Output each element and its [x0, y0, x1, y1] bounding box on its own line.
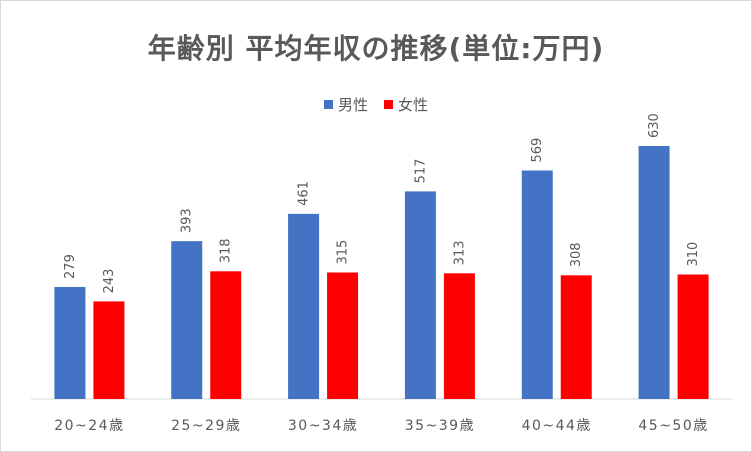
data-label-female-4: 308: [569, 242, 584, 267]
x-tick-label-4: 40~44歳: [522, 418, 592, 434]
legend-item-male: 男性: [323, 94, 368, 115]
bar-male-5: [638, 146, 670, 399]
legend-label-female: 女性: [398, 96, 429, 114]
legend-swatch-male: [323, 100, 333, 109]
x-tick-label-3: 35~39歳: [405, 418, 475, 434]
bar-male-2: [288, 213, 320, 399]
chart-title: 年齢別 平均年収の推移(単位:万円): [147, 32, 605, 65]
data-label-male-2: 461: [297, 181, 312, 206]
bar-male-0: [54, 286, 86, 399]
legend-swatch-female: [384, 100, 393, 109]
bar-male-3: [404, 191, 436, 399]
bar-female-2: [327, 272, 359, 399]
legend-item-female: 女性: [384, 94, 428, 115]
bar-female-3: [443, 273, 475, 399]
x-tick-label-5: 45~50歳: [638, 418, 708, 434]
bar-male-1: [171, 241, 203, 399]
x-tick-label-0: 20~24歳: [54, 418, 124, 434]
data-label-male-1: 393: [180, 208, 195, 233]
data-label-male-0: 279: [63, 254, 78, 279]
legend: 男性 女性: [1, 94, 751, 115]
bar-female-1: [210, 271, 242, 399]
data-label-female-5: 310: [686, 242, 701, 267]
data-label-male-5: 630: [647, 113, 662, 138]
data-label-male-4: 569: [530, 138, 545, 163]
x-tick-label-1: 25~29歳: [171, 418, 241, 434]
x-tick-label-2: 30~34歳: [288, 418, 358, 434]
legend-label-male: 男性: [337, 96, 368, 114]
bar-female-0: [93, 301, 125, 399]
bar-female-4: [560, 275, 592, 399]
data-label-male-3: 517: [413, 159, 428, 184]
data-label-female-2: 315: [336, 240, 351, 265]
data-label-female-1: 318: [219, 238, 234, 263]
bar-male-4: [521, 170, 553, 399]
bar-female-5: [677, 274, 709, 399]
data-label-female-0: 243: [102, 269, 117, 294]
data-label-female-3: 313: [452, 240, 467, 265]
